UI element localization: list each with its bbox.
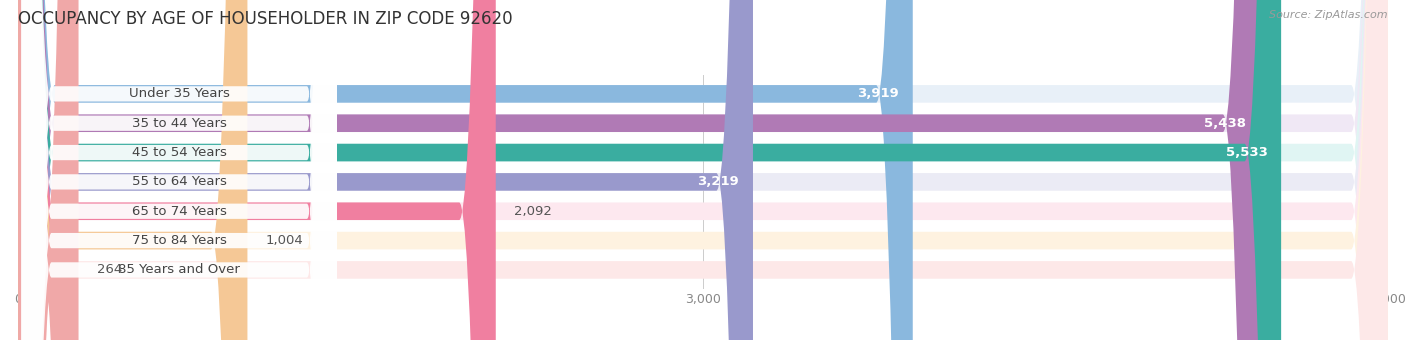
Text: 3,919: 3,919 [858,87,898,100]
Text: 85 Years and Over: 85 Years and Over [118,264,240,276]
FancyBboxPatch shape [18,0,496,340]
FancyBboxPatch shape [21,0,336,340]
FancyBboxPatch shape [18,0,1260,340]
Text: 45 to 54 Years: 45 to 54 Years [132,146,226,159]
FancyBboxPatch shape [18,0,79,340]
FancyBboxPatch shape [18,0,1388,340]
FancyBboxPatch shape [21,0,336,340]
FancyBboxPatch shape [18,0,1388,340]
FancyBboxPatch shape [18,0,1281,340]
Text: 35 to 44 Years: 35 to 44 Years [132,117,226,130]
FancyBboxPatch shape [18,0,1388,340]
FancyBboxPatch shape [21,0,336,340]
FancyBboxPatch shape [18,0,754,340]
FancyBboxPatch shape [18,0,247,340]
FancyBboxPatch shape [18,0,1388,340]
Text: 1,004: 1,004 [266,234,304,247]
Text: OCCUPANCY BY AGE OF HOUSEHOLDER IN ZIP CODE 92620: OCCUPANCY BY AGE OF HOUSEHOLDER IN ZIP C… [18,10,513,28]
FancyBboxPatch shape [18,0,1388,340]
Text: 65 to 74 Years: 65 to 74 Years [132,205,226,218]
FancyBboxPatch shape [21,0,336,340]
Text: Source: ZipAtlas.com: Source: ZipAtlas.com [1270,10,1388,20]
Text: 5,533: 5,533 [1226,146,1267,159]
FancyBboxPatch shape [21,0,336,340]
Text: 55 to 64 Years: 55 to 64 Years [132,175,226,188]
FancyBboxPatch shape [21,0,336,340]
Text: 264: 264 [97,264,122,276]
FancyBboxPatch shape [18,0,1388,340]
Text: 2,092: 2,092 [515,205,553,218]
Text: 5,438: 5,438 [1204,117,1246,130]
FancyBboxPatch shape [18,0,1388,340]
Text: 3,219: 3,219 [697,175,740,188]
Text: 75 to 84 Years: 75 to 84 Years [132,234,226,247]
FancyBboxPatch shape [18,0,912,340]
FancyBboxPatch shape [21,0,336,340]
Text: Under 35 Years: Under 35 Years [129,87,229,100]
